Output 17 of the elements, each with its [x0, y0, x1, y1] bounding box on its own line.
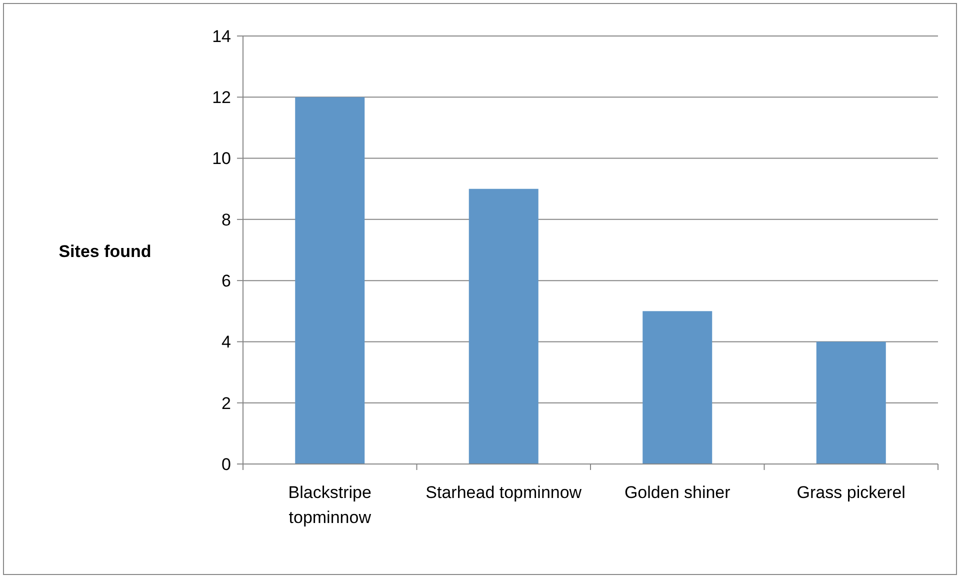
- y-axis-title: Sites found: [58, 242, 152, 261]
- y-tick-label: 8: [222, 210, 231, 230]
- bar: [816, 342, 886, 464]
- y-tick-label: 6: [222, 272, 231, 291]
- bar: [295, 97, 365, 464]
- bar: [642, 311, 712, 464]
- y-tick-label: 0: [222, 454, 231, 474]
- bar: [468, 188, 538, 464]
- y-tick-label: 2: [222, 394, 231, 413]
- x-tick-label: Blackstripe topminnow: [288, 483, 372, 527]
- y-tick-label: 4: [222, 332, 231, 352]
- y-tick-label: 14: [212, 26, 231, 46]
- x-tick-label: Golden shiner: [624, 483, 731, 502]
- y-tick-label: 12: [212, 88, 231, 108]
- x-tick-label: Starhead topminnow: [426, 483, 582, 502]
- y-tick-label: 10: [212, 149, 231, 168]
- x-tick-label: Grass pickerel: [796, 483, 906, 502]
